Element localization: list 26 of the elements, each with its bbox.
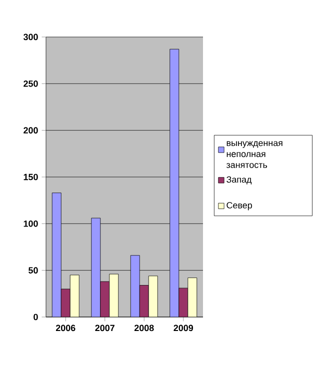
bar — [170, 48, 180, 317]
bar — [130, 255, 140, 317]
legend-label: Запад — [226, 176, 252, 184]
y-tick-label: 250 — [24, 80, 38, 87]
y-tick-label: 200 — [24, 127, 38, 134]
legend-label: Север — [226, 202, 252, 210]
y-tick-label: 0 — [34, 314, 38, 320]
bar — [100, 281, 110, 317]
bar — [52, 192, 62, 317]
y-tick-label: 150 — [24, 174, 38, 180]
legend-label: вынужденная неполная занятость — [226, 141, 282, 168]
bar — [60, 288, 70, 317]
bar — [70, 274, 80, 317]
bar — [178, 288, 188, 317]
bar — [139, 285, 149, 317]
bar — [91, 218, 101, 317]
bar — [148, 276, 158, 317]
x-tick-label: 2009 — [174, 324, 194, 332]
y-tick-label: 50 — [28, 267, 38, 274]
y-tick-label: 300 — [23, 34, 38, 40]
x-tick-label: 2008 — [134, 324, 154, 332]
bar — [109, 274, 119, 317]
x-tick-label: 2006 — [56, 324, 76, 332]
x-tick-label: 2007 — [95, 324, 114, 332]
bar — [188, 278, 198, 317]
y-tick-label: 100 — [24, 220, 38, 227]
